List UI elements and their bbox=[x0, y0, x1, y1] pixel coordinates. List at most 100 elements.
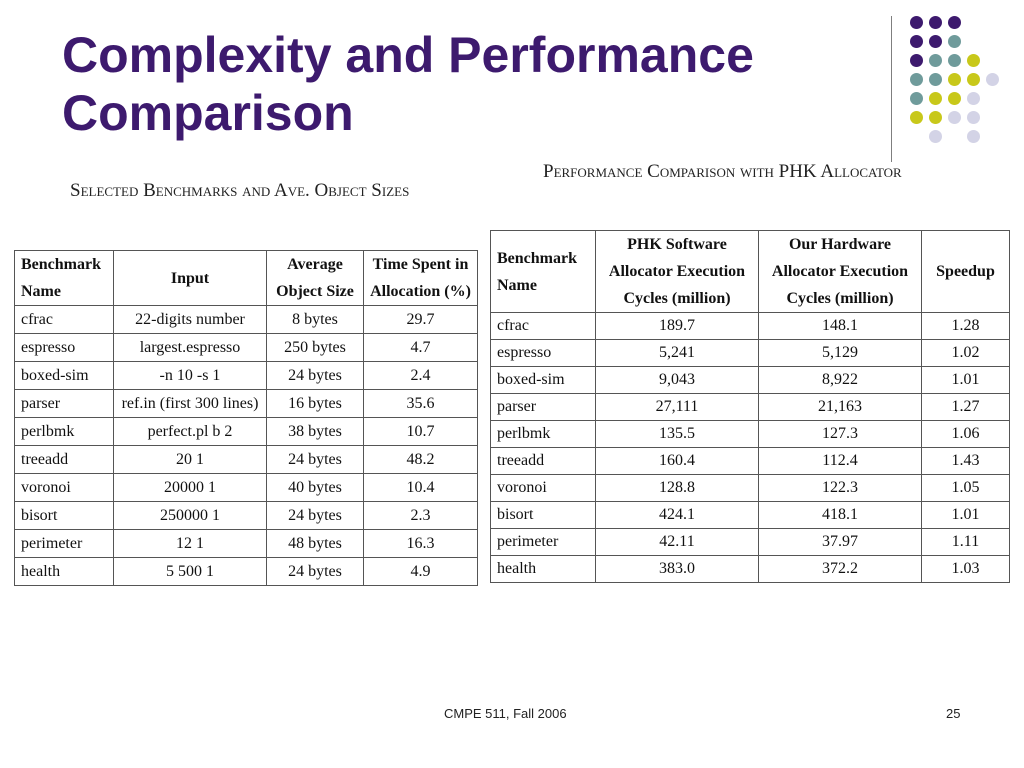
decorative-dot bbox=[910, 73, 923, 86]
table-cell: 160.4 bbox=[595, 447, 759, 475]
decorative-dot bbox=[929, 92, 942, 105]
decorative-dot bbox=[929, 73, 942, 86]
table-cell: bisort bbox=[14, 501, 114, 530]
title-line-2: Comparison bbox=[62, 85, 354, 141]
table-cell: 16 bytes bbox=[266, 389, 364, 418]
table-cell: ref.in (first 300 lines) bbox=[113, 389, 267, 418]
table-cell: 148.1 bbox=[758, 312, 922, 340]
table-cell: 2.4 bbox=[363, 361, 478, 390]
decorative-dot-grid bbox=[910, 16, 1010, 166]
column-header: Input bbox=[113, 250, 267, 306]
table-cell: 21,163 bbox=[758, 393, 922, 421]
table-cell: 424.1 bbox=[595, 501, 759, 529]
table-cell: 20 1 bbox=[113, 445, 267, 474]
table-cell: parser bbox=[490, 393, 596, 421]
table-cell: 37.97 bbox=[758, 528, 922, 556]
title-line-1: Complexity and Performance bbox=[62, 27, 754, 83]
table-cell: 22-digits number bbox=[113, 305, 267, 334]
table-cell: 8,922 bbox=[758, 366, 922, 394]
decorative-dot bbox=[948, 111, 961, 124]
decorative-dot bbox=[967, 92, 980, 105]
table-row: bisort 250000 1 24 bytes 2.3 bbox=[14, 501, 478, 530]
slide-title: Complexity and Performance Comparison bbox=[62, 26, 754, 142]
table-row: cfrac 22-digits number 8 bytes 29.7 bbox=[14, 305, 478, 334]
table-cell: 5,241 bbox=[595, 339, 759, 367]
table-cell: health bbox=[490, 555, 596, 583]
table-cell: 10.4 bbox=[363, 473, 478, 502]
decorative-dot bbox=[929, 16, 942, 29]
decorative-dot bbox=[910, 111, 923, 124]
table-cell: 1.06 bbox=[921, 420, 1010, 448]
left-table-caption: Selected Benchmarks and Ave. Object Size… bbox=[70, 180, 410, 201]
decorative-dot bbox=[948, 16, 961, 29]
table-cell: 250000 1 bbox=[113, 501, 267, 530]
table-cell: 38 bytes bbox=[266, 417, 364, 446]
table-cell: 5 500 1 bbox=[113, 557, 267, 586]
table-cell: 24 bytes bbox=[266, 361, 364, 390]
table-row: perimeter 12 1 48 bytes 16.3 bbox=[14, 529, 478, 558]
table-cell: 1.11 bbox=[921, 528, 1010, 556]
table-row: parser ref.in (first 300 lines) 16 bytes 35… bbox=[14, 389, 478, 418]
decorative-divider bbox=[891, 16, 892, 162]
decorative-dot bbox=[967, 73, 980, 86]
table-cell: 24 bytes bbox=[266, 557, 364, 586]
table-cell: 1.05 bbox=[921, 474, 1010, 502]
table-cell: treeadd bbox=[490, 447, 596, 475]
table-cell: bisort bbox=[490, 501, 596, 529]
footer-course: CMPE 511, Fall 2006 bbox=[444, 706, 567, 721]
table-cell: 1.28 bbox=[921, 312, 1010, 340]
decorative-dot bbox=[948, 73, 961, 86]
table-cell: 48.2 bbox=[363, 445, 478, 474]
table-cell: 112.4 bbox=[758, 447, 922, 475]
decorative-dot bbox=[986, 73, 999, 86]
table-row: perlbmk perfect.pl b 2 38 bytes 10.7 bbox=[14, 417, 478, 446]
table-cell: 127.3 bbox=[758, 420, 922, 448]
table-cell: 27,111 bbox=[595, 393, 759, 421]
table-cell: espresso bbox=[490, 339, 596, 367]
table-row: treeadd 20 1 24 bytes 48.2 bbox=[14, 445, 478, 474]
table-row: espresso largest.espresso 250 bytes 4.7 bbox=[14, 333, 478, 362]
table-row: boxed-sim -n 10 -s 1 24 bytes 2.4 bbox=[14, 361, 478, 390]
decorative-dot bbox=[929, 54, 942, 67]
table-row: cfrac 189.7 148.1 1.28 bbox=[490, 312, 1010, 340]
table-cell: 42.11 bbox=[595, 528, 759, 556]
table-cell: 1.03 bbox=[921, 555, 1010, 583]
table-cell: health bbox=[14, 557, 114, 586]
decorative-dot bbox=[929, 111, 942, 124]
table-cell: 40 bytes bbox=[266, 473, 364, 502]
performance-table: Benchmark Name PHK Software Allocator Ex… bbox=[490, 230, 1010, 583]
table-cell: 1.01 bbox=[921, 501, 1010, 529]
table-cell: 12 1 bbox=[113, 529, 267, 558]
table-cell: 35.6 bbox=[363, 389, 478, 418]
table-header-row: Benchmark Name Input Average Object Size… bbox=[14, 250, 478, 306]
column-header: Our Hardware Allocator Execution Cycles … bbox=[758, 230, 922, 313]
table-cell: 418.1 bbox=[758, 501, 922, 529]
decorative-dot bbox=[967, 130, 980, 143]
table-cell: 128.8 bbox=[595, 474, 759, 502]
table-cell: parser bbox=[14, 389, 114, 418]
table-cell: voronoi bbox=[14, 473, 114, 502]
column-header: Benchmark Name bbox=[14, 250, 114, 306]
table-cell: 1.01 bbox=[921, 366, 1010, 394]
table-cell: boxed-sim bbox=[490, 366, 596, 394]
table-cell: 2.3 bbox=[363, 501, 478, 530]
decorative-dot bbox=[929, 130, 942, 143]
table-cell: cfrac bbox=[14, 305, 114, 334]
table-cell: 9,043 bbox=[595, 366, 759, 394]
table-cell: 1.02 bbox=[921, 339, 1010, 367]
table-cell: perlbmk bbox=[14, 417, 114, 446]
table-cell: 24 bytes bbox=[266, 501, 364, 530]
benchmarks-table: Benchmark Name Input Average Object Size… bbox=[14, 250, 478, 586]
right-table-caption: Performance Comparison with PHK Allocato… bbox=[543, 161, 902, 182]
column-header: PHK Software Allocator Execution Cycles … bbox=[595, 230, 759, 313]
table-cell: 383.0 bbox=[595, 555, 759, 583]
decorative-dot bbox=[910, 54, 923, 67]
table-cell: voronoi bbox=[490, 474, 596, 502]
table-cell: 29.7 bbox=[363, 305, 478, 334]
table-cell: perlbmk bbox=[490, 420, 596, 448]
table-cell: espresso bbox=[14, 333, 114, 362]
decorative-dot bbox=[948, 35, 961, 48]
table-cell: perimeter bbox=[490, 528, 596, 556]
decorative-dot bbox=[910, 16, 923, 29]
table-row: health 5 500 1 24 bytes 4.9 bbox=[14, 557, 478, 586]
